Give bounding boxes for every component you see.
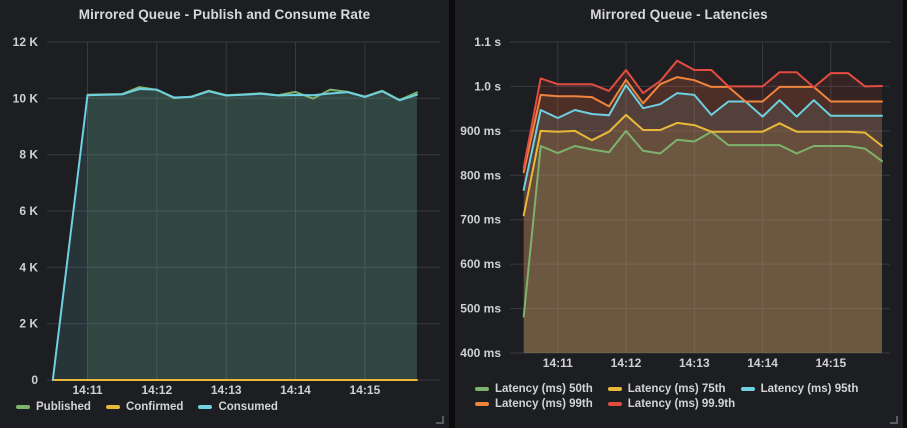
y-axis-tick-label: 10 K	[13, 91, 39, 105]
panel-header: Mirrored Queue - Latencies	[455, 0, 903, 28]
series-fill-latency-ms-50th	[523, 130, 882, 353]
panel-title[interactable]: Mirrored Queue - Publish and Consume Rat…	[78, 6, 371, 22]
x-axis-tick-label: 14:15	[815, 356, 846, 370]
legend-swatch-icon	[16, 405, 30, 409]
panel-latencies: Mirrored Queue - Latencies 400 ms 500 ms 6…	[455, 0, 903, 428]
panel-header: Mirrored Queue - Publish and Consume Rat…	[0, 0, 449, 28]
y-axis-tick-label: 800 ms	[460, 168, 501, 182]
y-axis-tick-label: 12 K	[13, 35, 39, 49]
legend-label: Latency (ms) 99.9th	[627, 398, 736, 410]
series-fill-consumed	[52, 89, 417, 380]
legend-label: Latency (ms) 50th	[495, 383, 593, 395]
x-axis-tick-label: 14:12	[141, 383, 172, 397]
latency-chart-plot[interactable]: 400 ms 500 ms 600 ms 700 ms 800 ms 900 ms 1.0 …	[455, 0, 903, 428]
legend-label: Latency (ms) 75th	[627, 383, 726, 395]
y-axis-tick-label: 4 K	[19, 260, 38, 274]
x-axis-tick-label: 14:14	[747, 356, 778, 370]
legend-label: Consumed	[218, 401, 278, 413]
y-axis-tick-label: 400 ms	[460, 346, 501, 360]
panel-resize-handle[interactable]	[890, 416, 898, 424]
y-axis-tick-label: 700 ms	[460, 213, 501, 227]
legend-label: Published	[36, 401, 91, 413]
latency-chart-legend: Latency (ms) 50th Latency (ms) 75th Latenc…	[475, 383, 873, 410]
legend-swatch-icon	[607, 387, 622, 391]
legend-item-confirmed[interactable]: Confirmed	[105, 401, 184, 413]
legend-swatch-icon	[607, 402, 622, 406]
legend-swatch-icon	[475, 387, 489, 391]
legend-item-latency-ms-75th[interactable]: Latency (ms) 75th	[607, 383, 726, 395]
legend-swatch-icon	[740, 387, 755, 391]
legend-label: Latency (ms) 95th	[760, 383, 859, 395]
y-axis-tick-label: 6 K	[19, 204, 38, 218]
legend-row: Latency (ms) 50th Latency (ms) 75th Latenc…	[475, 383, 873, 395]
series-line-consumed[interactable]	[51, 88, 418, 381]
legend-item-latency-ms-99th[interactable]: Latency (ms) 99th	[475, 398, 593, 410]
x-axis-tick-label: 14:11	[543, 356, 573, 370]
x-axis-tick-label: 14:12	[611, 356, 642, 370]
series-line-latency-ms-99-9th[interactable]	[522, 59, 883, 169]
legend-label: Confirmed	[125, 401, 184, 413]
legend-swatch-icon	[105, 405, 120, 409]
series-line-latency-ms-95th[interactable]	[522, 84, 883, 191]
legend-swatch-icon	[198, 405, 213, 409]
legend-swatch-icon	[475, 402, 489, 406]
legend-item-latency-ms-95th[interactable]: Latency (ms) 95th	[740, 383, 859, 395]
legend-item-consumed[interactable]: Consumed	[198, 401, 278, 413]
panel-title[interactable]: Mirrored Queue - Latencies	[590, 6, 768, 22]
y-axis-tick-label: 8 K	[19, 148, 38, 162]
rate-chart-plot[interactable]: 0 2 K 4 K 6 K 8 K 10 K 12 K 14:11 14:12 14:13 14:1…	[0, 0, 449, 428]
y-axis-tick-label: 900 ms	[460, 124, 501, 138]
series-line-latency-ms-75th[interactable]	[522, 113, 883, 217]
x-axis-tick-label: 14:13	[211, 383, 242, 397]
legend-row: Published Confirmed Consumed	[16, 401, 293, 413]
y-axis-tick-label: 500 ms	[460, 302, 501, 316]
panel-resize-handle[interactable]	[436, 416, 444, 424]
y-axis-tick-label: 0	[31, 373, 38, 387]
y-axis-tick-label: 1.1 s	[474, 35, 501, 49]
series-fill-latency-ms-99-9th	[523, 60, 882, 353]
legend-item-latency-ms-99-9th[interactable]: Latency (ms) 99.9th	[607, 398, 736, 410]
series-fill-latency-ms-75th	[523, 114, 882, 354]
series-line-latency-ms-99th[interactable]	[522, 76, 883, 174]
x-axis-tick-label: 14:14	[280, 383, 311, 397]
panel-publish-consume-rate: Mirrored Queue - Publish and Consume Rat…	[0, 0, 449, 428]
y-axis-tick-label: 1.0 s	[474, 79, 501, 93]
legend-row: Latency (ms) 99th Latency (ms) 99.9th	[475, 398, 873, 410]
legend-item-latency-ms-50th[interactable]: Latency (ms) 50th	[475, 383, 593, 395]
y-axis-tick-label: 600 ms	[460, 257, 501, 271]
legend-item-published[interactable]: Published	[16, 401, 91, 413]
series-line-latency-ms-50th[interactable]	[522, 129, 883, 318]
x-axis-tick-label: 14:13	[679, 356, 710, 370]
y-axis-tick-label: 2 K	[19, 317, 38, 331]
series-fill-published	[87, 87, 417, 380]
legend-label: Latency (ms) 99th	[495, 398, 593, 410]
x-axis-tick-label: 14:11	[72, 383, 102, 397]
rate-chart-legend: Published Confirmed Consumed	[16, 401, 293, 413]
x-axis-tick-label: 14:15	[350, 383, 381, 397]
